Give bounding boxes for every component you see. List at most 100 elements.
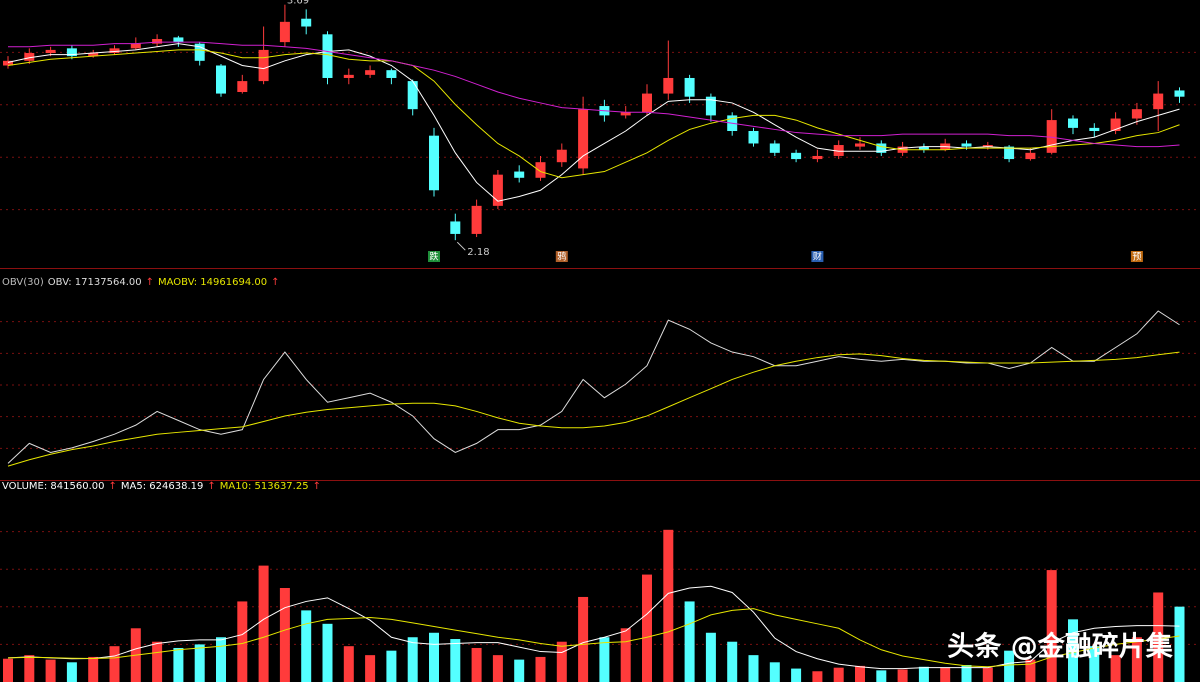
event-marker: 跌 <box>429 252 438 263</box>
volume-bar <box>599 637 610 682</box>
candle-body <box>152 38 163 44</box>
candle-body <box>833 145 844 156</box>
candle-body <box>130 43 141 49</box>
volume-bar <box>918 666 929 682</box>
candle-body <box>194 43 205 61</box>
volume-bar <box>1025 659 1036 682</box>
volume-bar <box>237 601 248 682</box>
volume-bar <box>1131 637 1142 682</box>
candle-body <box>1153 93 1164 110</box>
candle-body <box>514 171 525 178</box>
legend-arrow: ↑ <box>146 277 154 288</box>
legend-entry: MAOBV: 14961694.00 <box>158 277 267 288</box>
candle-body <box>1068 118 1078 128</box>
indicator-line <box>7 608 1180 668</box>
low-annotation: 2.18 <box>467 247 489 258</box>
candle-body <box>642 93 652 113</box>
annotation-leader <box>456 241 466 251</box>
candle-body <box>322 34 333 78</box>
volume-bar <box>663 529 674 682</box>
event-marker-box <box>555 251 568 262</box>
candle-body <box>279 21 290 43</box>
candle-body <box>982 145 993 147</box>
volume-bar <box>556 641 567 682</box>
volume-bar <box>88 656 99 682</box>
watermark: 头条 @金融碎片集 <box>947 631 1173 663</box>
volume-bar <box>66 662 77 682</box>
volume-bar <box>492 655 503 682</box>
candle-body <box>216 65 226 94</box>
legend-entry: VOLUME: 841560.00 <box>2 481 105 492</box>
volume-bar <box>258 565 269 682</box>
candle-body <box>365 70 376 75</box>
candle-body <box>1004 146 1015 160</box>
indicator-line <box>8 41 1180 148</box>
event-marker: 财 <box>813 251 822 263</box>
candle-body <box>258 49 269 82</box>
event-marker: 预 <box>1132 252 1141 263</box>
candle-body <box>173 37 184 43</box>
volume-bar <box>386 650 397 682</box>
volume-bar <box>769 662 780 682</box>
volume-bar <box>173 647 184 682</box>
candle-body <box>918 146 929 150</box>
volume-bar <box>876 670 887 682</box>
volume-bar <box>535 656 546 682</box>
volume-bar <box>1046 570 1057 682</box>
candle-body <box>684 77 695 97</box>
candle-body <box>1110 118 1121 131</box>
volume-bar <box>578 596 589 682</box>
candle-body <box>237 81 248 93</box>
volume-bar <box>301 610 312 682</box>
volume-bar <box>3 658 13 682</box>
volume-bar <box>343 646 354 682</box>
candle-body <box>812 155 823 160</box>
volume-bar <box>961 664 972 682</box>
legend-arrow: ↑ <box>271 277 279 288</box>
legend-entry: MA5: 624638.19 <box>121 481 203 492</box>
volume-bar <box>982 667 993 682</box>
candle-body <box>663 77 674 94</box>
legend-arrow: ↑ <box>109 481 117 492</box>
candle-body <box>3 60 13 66</box>
volume-bar <box>152 641 163 682</box>
candle-body <box>301 18 312 27</box>
candle-body <box>876 143 887 153</box>
volume-bar <box>450 639 461 682</box>
volume-bar <box>1153 592 1164 682</box>
indicator-line <box>7 43 1180 202</box>
candle-body <box>748 131 759 144</box>
event-marker: 鸦 <box>557 251 566 263</box>
volume-bar <box>940 667 951 682</box>
candle-body <box>66 48 77 57</box>
indicator-line <box>7 49 1180 179</box>
volume-bar <box>279 588 290 682</box>
volume-bar <box>24 655 35 682</box>
candle-body <box>343 74 354 78</box>
event-marker-box <box>1130 251 1143 262</box>
candle-body <box>535 162 546 178</box>
indicator-line <box>7 351 1180 467</box>
candle-body <box>109 48 120 54</box>
volume-bar <box>791 668 802 682</box>
candle-body <box>407 81 418 110</box>
candle-body <box>1025 152 1036 160</box>
volume-bar <box>1110 655 1121 682</box>
volume-bar <box>471 647 482 682</box>
volume-bar <box>1089 646 1100 682</box>
volume-bar <box>1004 650 1015 682</box>
volume-bar <box>897 669 908 682</box>
volume-bar <box>833 667 844 682</box>
candle-body <box>450 221 461 234</box>
volume-bar <box>620 628 631 682</box>
volume-bar <box>748 655 759 682</box>
candle-body <box>45 49 56 54</box>
volume-bar <box>407 637 418 682</box>
legend-entry: MA10: 513637.25 <box>220 481 309 492</box>
candle-body <box>1174 90 1185 97</box>
volume-bar <box>1174 606 1185 682</box>
volume-bar <box>45 659 56 682</box>
candle-body <box>1046 120 1057 153</box>
volume-bar <box>855 665 865 682</box>
